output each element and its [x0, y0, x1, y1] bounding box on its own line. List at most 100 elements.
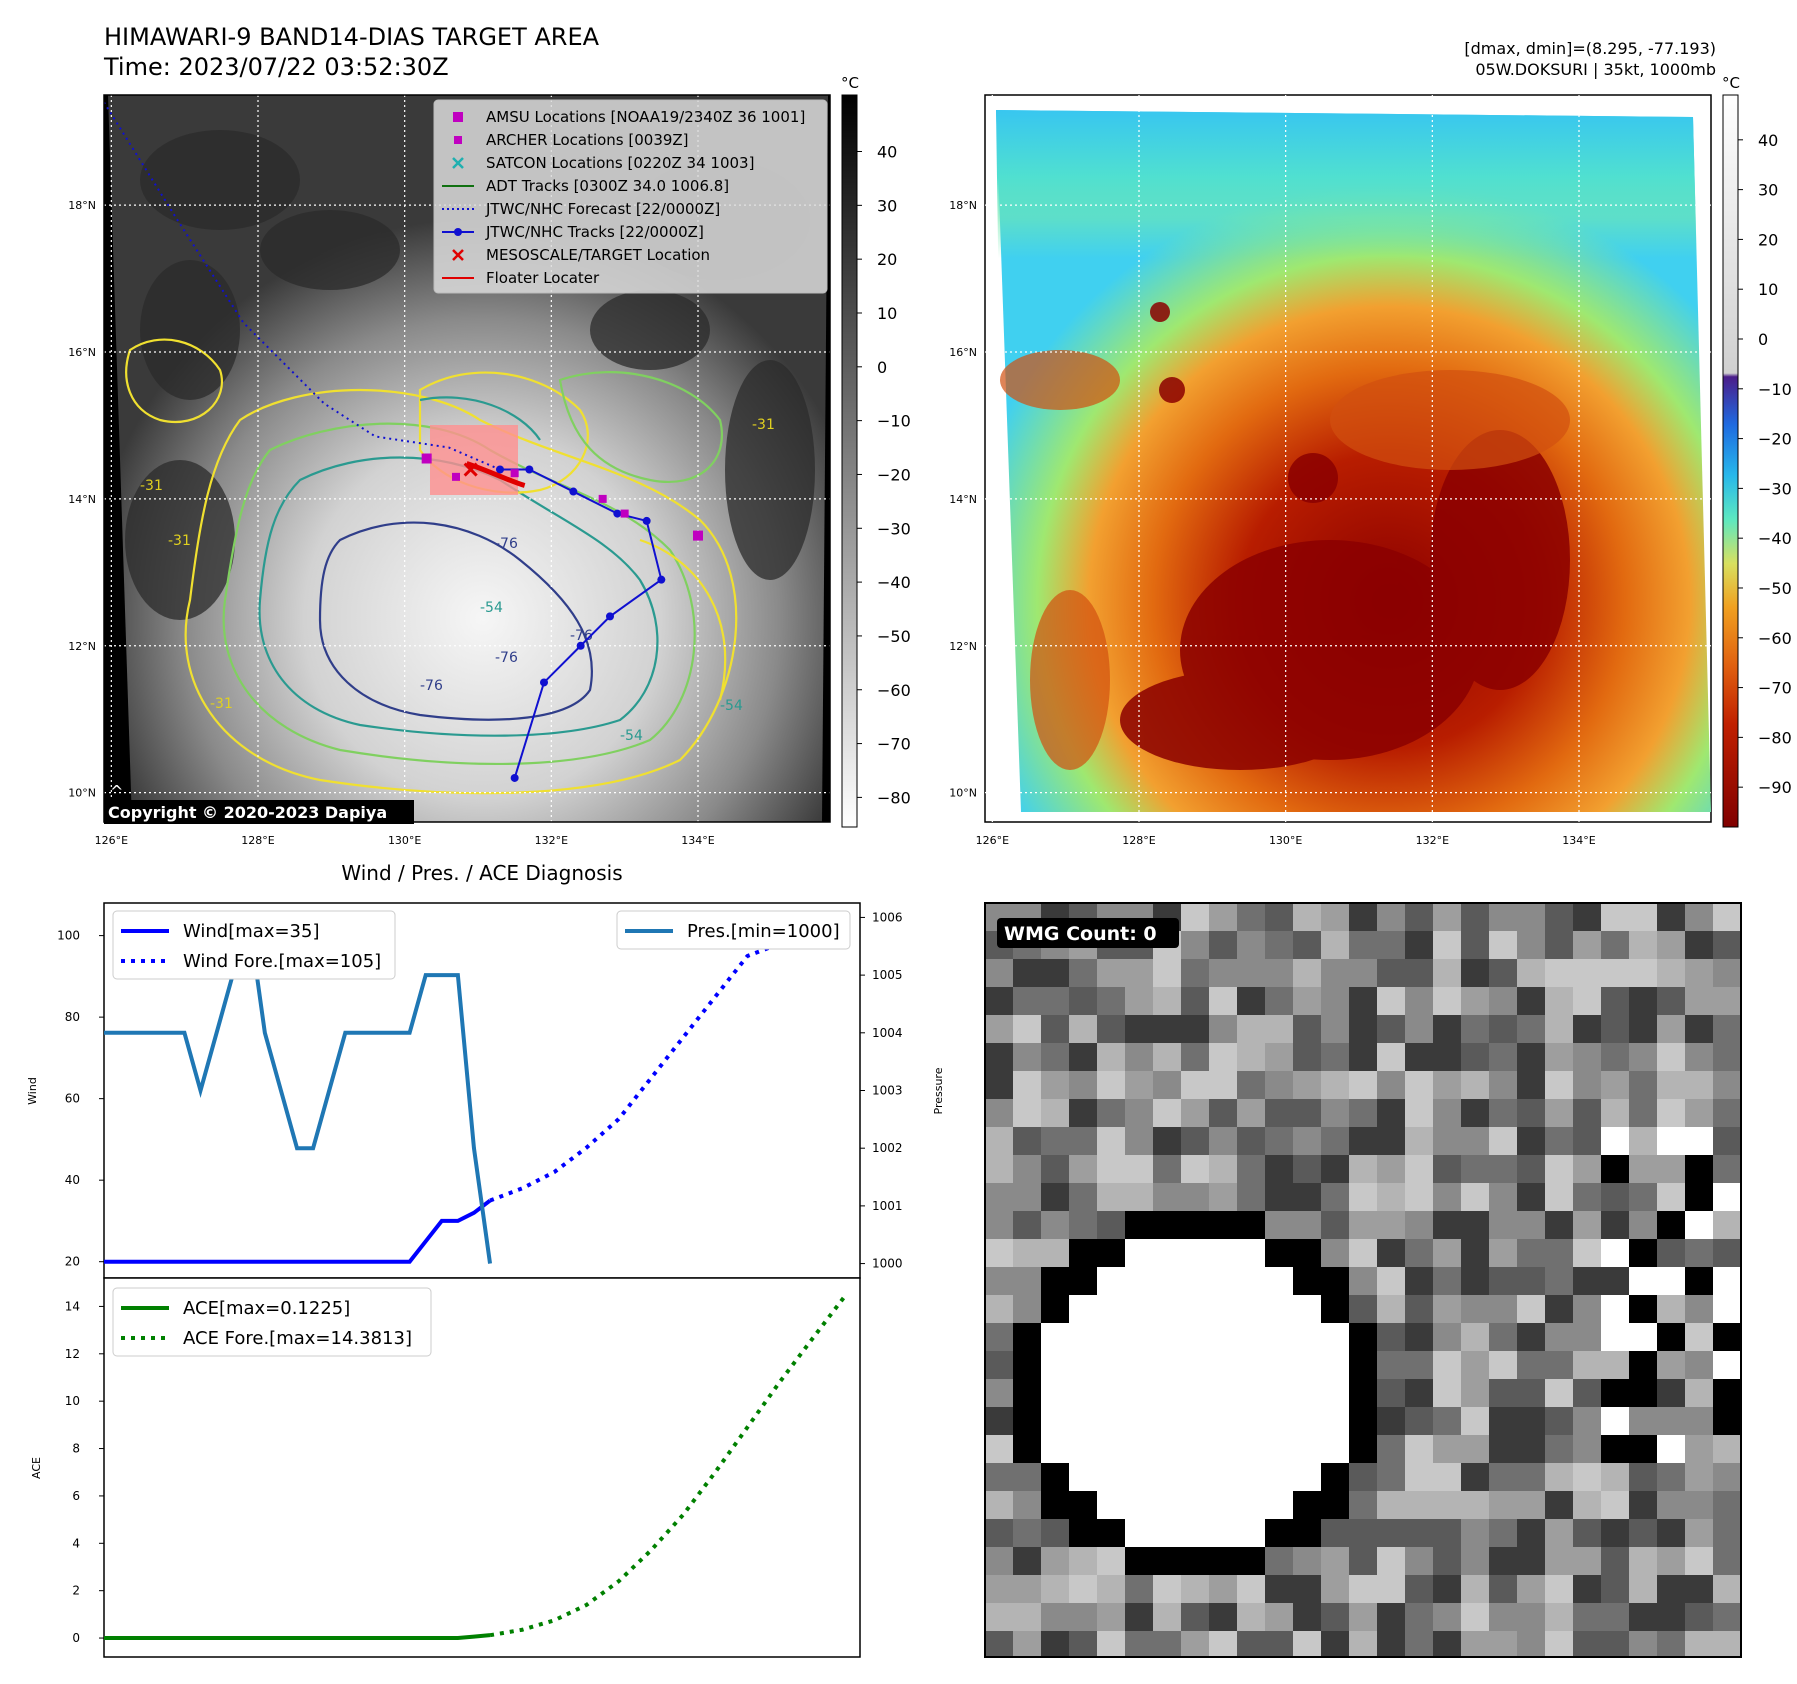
- wmg-pixel: [1685, 1435, 1713, 1463]
- wmg-pixel: [1405, 1631, 1433, 1657]
- wmg-pixel: [1433, 1491, 1461, 1519]
- wmg-pixel: [1321, 1211, 1349, 1239]
- wmg-pixel: [1489, 1099, 1517, 1127]
- jtwc-track-point: [657, 575, 666, 584]
- wmg-pixel: [1685, 1603, 1713, 1631]
- wmg-pixel: [1041, 1071, 1069, 1099]
- wmg-pixel: [1657, 1267, 1685, 1295]
- wmg-pixel: [1181, 1155, 1209, 1183]
- wmg-pixel: [1517, 1463, 1545, 1491]
- wmg-pixel: [1097, 1351, 1125, 1379]
- wmg-pixel: [1041, 1015, 1069, 1043]
- wmg-pixel: [1405, 1379, 1433, 1407]
- wmg-pixel: [1601, 1407, 1629, 1435]
- wmg-pixel: [1349, 1295, 1377, 1323]
- wmg-pixel: [1097, 1239, 1125, 1267]
- wmg-pixel: [1405, 1491, 1433, 1519]
- chart-legend-label: Wind Fore.[max=105]: [183, 951, 381, 972]
- wmg-pixel: [1013, 1379, 1041, 1407]
- wmg-pixel: [1321, 1071, 1349, 1099]
- wmg-pixel: [1601, 1239, 1629, 1267]
- colorbar-tick-label: −80: [877, 788, 911, 807]
- wmg-pixel: [1461, 1211, 1489, 1239]
- wmg-pixel: [1405, 1043, 1433, 1071]
- wmg-pixel: [1629, 1491, 1657, 1519]
- colorbar-tick-label: 20: [877, 250, 897, 269]
- pressure-axis-label: Pressure: [932, 1067, 945, 1114]
- wmg-pixel: [1461, 1015, 1489, 1043]
- colorbar-tick-label: −30: [877, 519, 911, 538]
- wmg-pixel: [1069, 1407, 1097, 1435]
- wmg-pixel: [1601, 903, 1629, 931]
- wmg-pixel: [1657, 1575, 1685, 1603]
- colorbar-tick-label: 30: [1758, 181, 1778, 200]
- wmg-pixel: [1069, 1099, 1097, 1127]
- wmg-pixel: [1153, 1239, 1181, 1267]
- wmg-pixel: [1209, 1435, 1237, 1463]
- jtwc-forecast-line: [104, 101, 501, 471]
- wmg-pixel: [1685, 1295, 1713, 1323]
- wmg-pixel: [1293, 1631, 1321, 1657]
- wmg-pixel: [1181, 1631, 1209, 1657]
- wmg-pixel: [1517, 959, 1545, 987]
- wmg-pixel: [1013, 1127, 1041, 1155]
- wmg-pixel: [1545, 1435, 1573, 1463]
- wmg-pixel: [1321, 1379, 1349, 1407]
- wmg-pixel: [1433, 1603, 1461, 1631]
- wmg-pixel: [1265, 1603, 1293, 1631]
- wmg-pixel: [1097, 1155, 1125, 1183]
- wmg-pixel: [1461, 1155, 1489, 1183]
- wmg-pixel: [1125, 1183, 1153, 1211]
- wmg-pixel: [1685, 1491, 1713, 1519]
- wmg-pixel: [985, 1043, 1013, 1071]
- wmg-pixel: [1601, 959, 1629, 987]
- wmg-pixel: [1265, 1015, 1293, 1043]
- wmg-pixel: [1685, 1463, 1713, 1491]
- wmg-pixel: [1153, 1631, 1181, 1657]
- wmg-pixel: [1489, 1519, 1517, 1547]
- wmg-pixel: [1601, 1463, 1629, 1491]
- wmg-pixel: [1069, 1239, 1097, 1267]
- wmg-pixel: [1125, 1155, 1153, 1183]
- wmg-pixel: [1013, 959, 1041, 987]
- wmg-pixel: [1433, 1435, 1461, 1463]
- wmg-pixel: [1321, 987, 1349, 1015]
- wmg-pixel: [1265, 931, 1293, 959]
- pressure-tick-label: 1004: [872, 1026, 903, 1040]
- wmg-pixel: [1657, 931, 1685, 959]
- wmg-pixel: [1545, 1043, 1573, 1071]
- wmg-pixel: [1125, 1463, 1153, 1491]
- wmg-pixel: [1713, 1603, 1741, 1631]
- wmg-pixel: [1265, 1407, 1293, 1435]
- wmg-pixel: [1657, 1323, 1685, 1351]
- wmg-pixel: [1713, 1211, 1741, 1239]
- wmg-pixel: [1601, 931, 1629, 959]
- wmg-pixel: [1321, 1603, 1349, 1631]
- wmg-count-badge: [997, 918, 1179, 948]
- wmg-pixel: [1629, 1603, 1657, 1631]
- map-right-gridlines: [985, 95, 1711, 822]
- wmg-pixel: [1293, 1015, 1321, 1043]
- wmg-pixel: [1573, 1211, 1601, 1239]
- wmg-pixel: [1405, 1603, 1433, 1631]
- ace-tick-label: 4: [72, 1536, 80, 1550]
- wmg-pixel: [1489, 1211, 1517, 1239]
- colorbar-tick-label: 30: [877, 196, 897, 215]
- wmg-pixel: [1181, 1435, 1209, 1463]
- wmg-pixel: [1489, 1323, 1517, 1351]
- wmg-pixel: [1097, 959, 1125, 987]
- wmg-pixel: [1321, 1155, 1349, 1183]
- wmg-pixel: [1713, 1463, 1741, 1491]
- wmg-pixel: [1573, 1043, 1601, 1071]
- wmg-pixel: [1601, 1155, 1629, 1183]
- wmg-pixel: [1433, 1295, 1461, 1323]
- wmg-pixel: [1349, 1043, 1377, 1071]
- wmg-pixel: [1601, 1267, 1629, 1295]
- wmg-pixel: [1657, 1519, 1685, 1547]
- wmg-pixel: [1209, 1211, 1237, 1239]
- wmg-pixel: [1293, 1603, 1321, 1631]
- wmg-pixel: [985, 959, 1013, 987]
- wmg-pixel: [1041, 1043, 1069, 1071]
- dmax-dmin-label: [dmax, dmin]=(8.295, -77.193): [1464, 39, 1716, 58]
- lon-tick-label: 134°E: [1562, 834, 1595, 847]
